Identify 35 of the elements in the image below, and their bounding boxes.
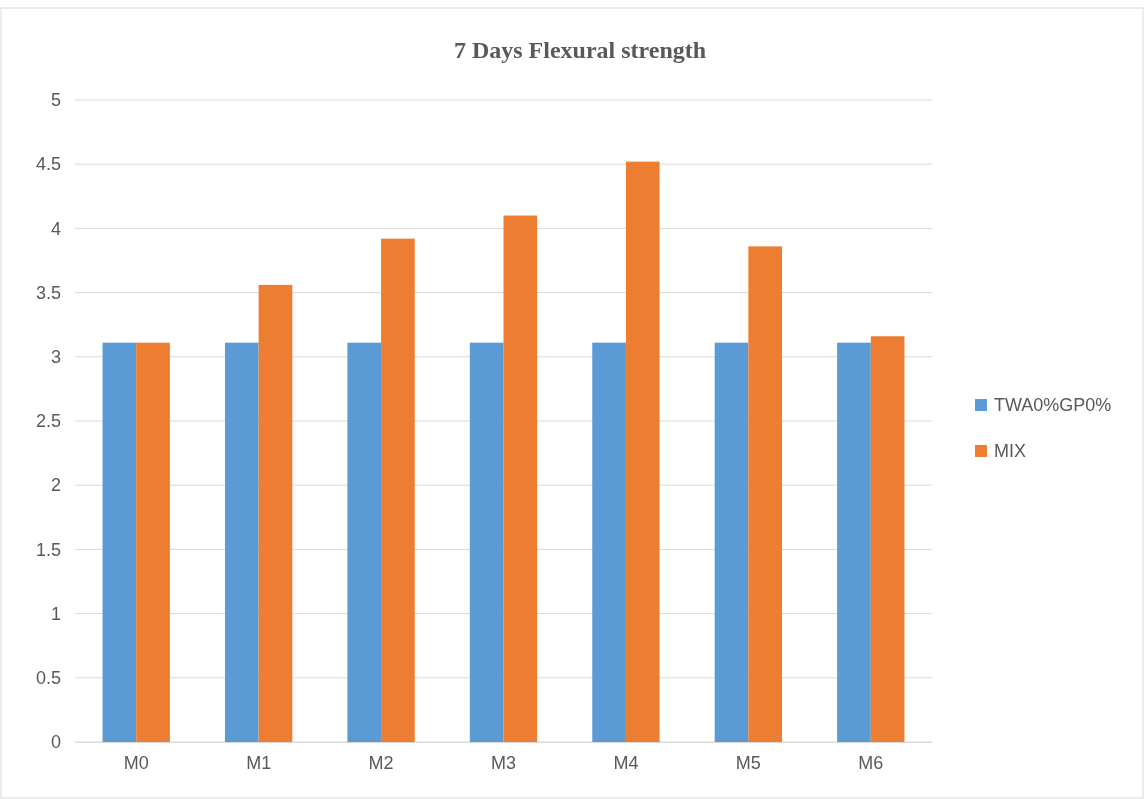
y-tick-label: 5 [50,90,61,111]
y-tick-label: 1 [50,603,61,624]
x-tick-label: M2 [368,752,394,773]
y-tick-label: 4.5 [35,154,61,175]
y-tick-label: 1.5 [35,539,61,560]
bar [714,342,749,742]
bar [748,246,783,742]
x-tick-label: M5 [735,752,761,773]
legend-label: TWA0%GP0% [994,395,1112,416]
y-tick-label: 4 [50,218,61,239]
y-tick-label: 0.5 [35,668,61,689]
bar [469,342,504,742]
y-tick-label: 2.5 [35,411,61,432]
x-tick-label: M0 [123,752,149,773]
x-tick-label: M3 [490,752,517,773]
bar [381,238,415,742]
bar [258,284,293,742]
bar [224,342,259,742]
bar [625,161,660,742]
y-tick-label: 0 [50,732,61,753]
legend-label: MIX [994,441,1027,462]
y-tick-label: 3 [50,347,61,368]
y-tick-label: 3.5 [35,282,61,303]
chart-title: 7 Days Flexural strength [453,37,707,63]
bar [102,342,137,742]
bar [503,215,538,742]
y-tick-label: 2 [50,475,61,496]
bar [136,342,170,742]
bar [870,336,905,742]
x-tick-label: M1 [246,752,272,773]
x-tick-label: M6 [858,752,884,773]
x-tick-label: M4 [613,752,639,773]
bar [837,342,871,742]
bar [347,342,382,742]
bar [592,342,626,742]
